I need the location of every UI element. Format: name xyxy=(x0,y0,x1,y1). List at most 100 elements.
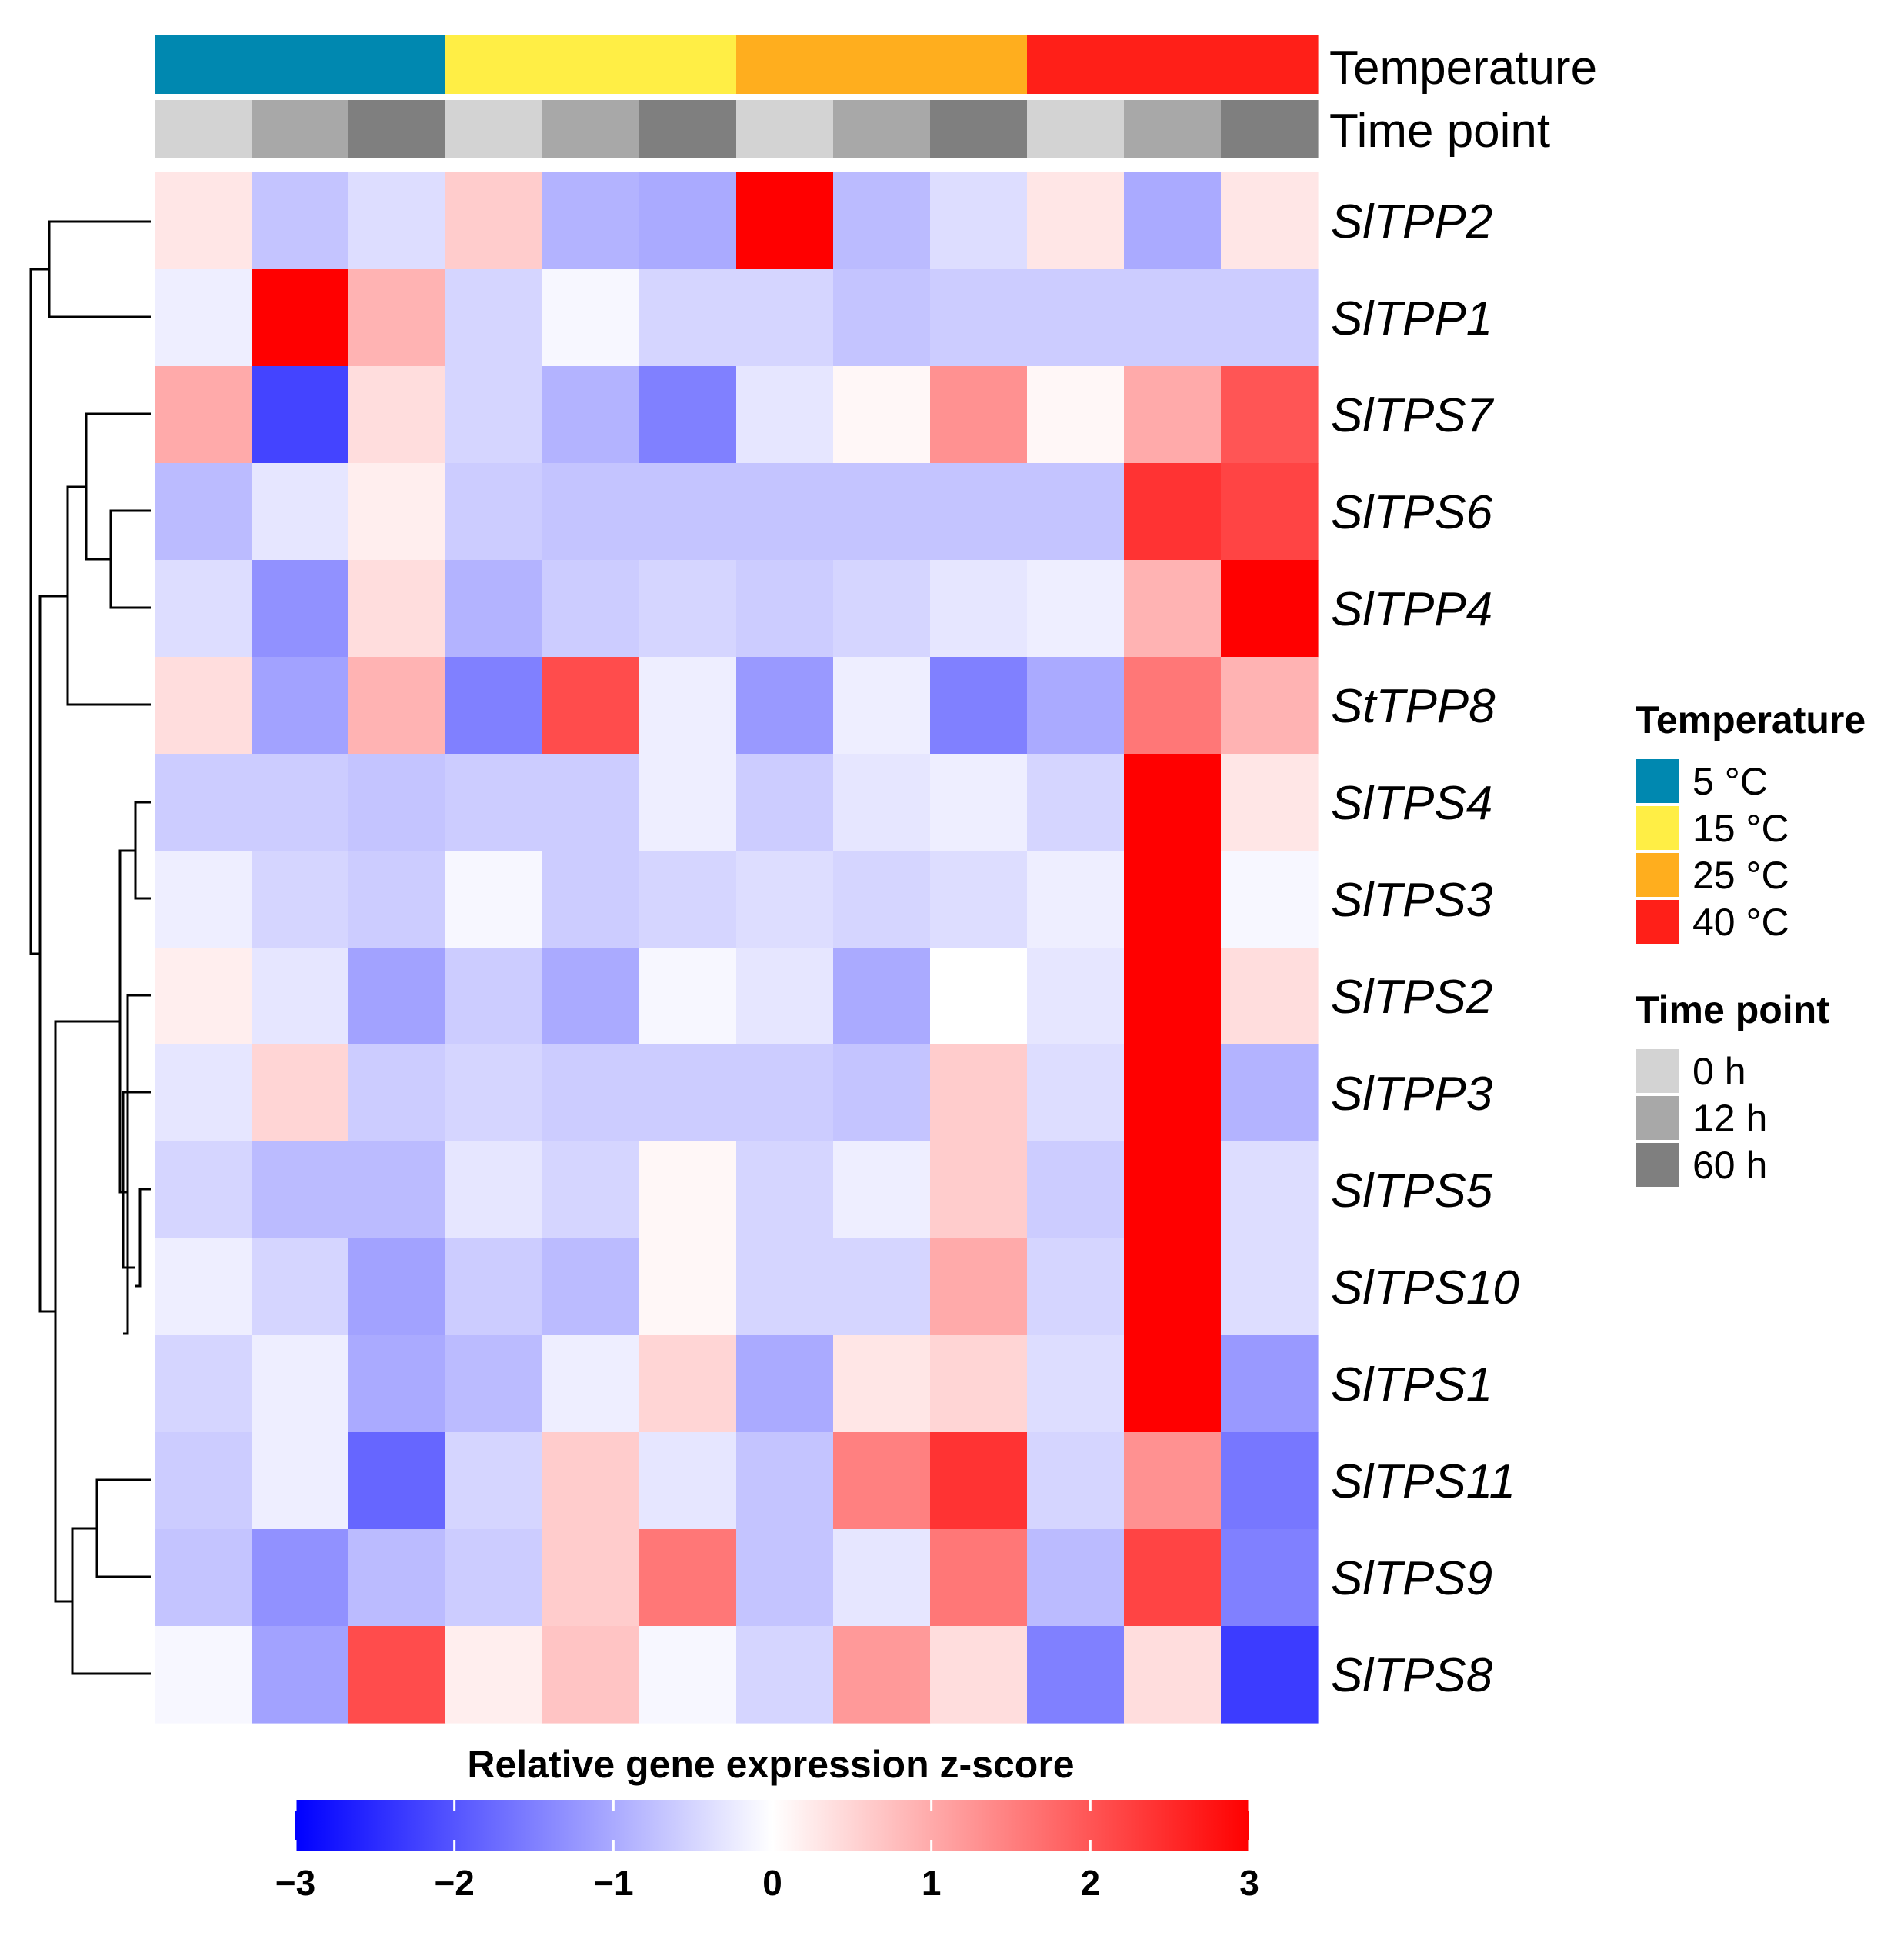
row-label: SlTPS9 xyxy=(1331,1552,1492,1605)
heatmap-cell xyxy=(155,1626,252,1724)
dendrogram-branch xyxy=(123,994,151,1335)
heatmap-cell xyxy=(639,754,737,851)
row-label: SlTPP3 xyxy=(1331,1068,1492,1121)
row-label: SlTPS3 xyxy=(1331,874,1492,927)
heatmap-cell xyxy=(542,1529,640,1627)
row-label: StTPP8 xyxy=(1331,680,1496,733)
heatmap-cell xyxy=(348,1626,446,1724)
time-point-legend-title: Time point xyxy=(1636,988,1829,1031)
time-point-annotation-cell xyxy=(445,100,543,158)
heatmap-cell xyxy=(930,560,1028,658)
dendrogram-branch xyxy=(48,220,151,318)
time-point-annotation-cell xyxy=(348,100,446,158)
heatmap-cell xyxy=(542,657,640,755)
heatmap-cell xyxy=(639,560,737,658)
dendrogram-branch xyxy=(122,1091,151,1269)
heatmap-cell xyxy=(1027,851,1125,948)
heatmap-cell xyxy=(930,657,1028,755)
heatmap-cell xyxy=(445,560,543,658)
heatmap-cell xyxy=(1124,269,1222,367)
time-point-legend: Time point 0 h12 h60 h xyxy=(1636,988,1829,1187)
time-point-legend-label: 60 h xyxy=(1692,1144,1767,1187)
heatmap-cell xyxy=(445,1432,543,1530)
heatmap-cell xyxy=(1124,172,1222,270)
heatmap-cell xyxy=(155,366,252,464)
colorbar-title: Relative gene expression z-score xyxy=(467,1743,1074,1786)
heatmap-cell xyxy=(833,1141,931,1239)
heatmap-cell xyxy=(736,1335,834,1433)
heatmap-cell xyxy=(833,366,931,464)
time-point-legend-swatch xyxy=(1636,1096,1679,1140)
row-label: SlTPS10 xyxy=(1331,1261,1519,1314)
temperature-annotation-cell xyxy=(639,35,737,94)
heatmap-cell xyxy=(348,1529,446,1627)
heatmap-cell xyxy=(252,1141,349,1239)
heatmap-cell xyxy=(252,269,349,367)
heatmap-cell xyxy=(833,172,931,270)
heatmap-cell xyxy=(542,366,640,464)
heatmap-cell xyxy=(1221,269,1319,367)
time-point-annotation-cell xyxy=(833,100,931,158)
heatmap-cell xyxy=(639,463,737,561)
heatmap-cell xyxy=(1221,1141,1319,1239)
dendrogram-branch xyxy=(29,268,49,955)
heatmap-cell xyxy=(445,1238,543,1336)
heatmap-cell xyxy=(833,851,931,948)
heatmap-cell xyxy=(736,1432,834,1530)
heatmap-cell xyxy=(445,754,543,851)
heatmap-cell xyxy=(1221,1335,1319,1433)
heatmap-cell xyxy=(252,1529,349,1627)
heatmap-cell xyxy=(736,754,834,851)
heatmap-cell xyxy=(930,1044,1028,1142)
heatmap-cell xyxy=(1027,366,1125,464)
heatmap-cell xyxy=(155,1238,252,1336)
heatmap-cell xyxy=(1124,1432,1222,1530)
temperature-annotation-cell xyxy=(1221,35,1319,94)
heatmap-cell xyxy=(542,560,640,658)
heatmap-cell xyxy=(348,754,446,851)
heatmap-cell xyxy=(1221,560,1319,658)
heatmap-cell xyxy=(1221,1432,1319,1530)
heatmap-cell xyxy=(1124,754,1222,851)
colorbar-tick-label: −3 xyxy=(275,1863,315,1903)
temperature-legend: Temperature 5 °C15 °C25 °C40 °C xyxy=(1636,698,1866,944)
time-point-annotation-cell xyxy=(1027,100,1125,158)
heatmap-cell xyxy=(542,754,640,851)
heatmap-cell xyxy=(445,1335,543,1433)
heatmap-cell xyxy=(1027,1335,1125,1433)
row-label: SlTPP4 xyxy=(1331,583,1492,636)
heatmap-cell xyxy=(639,1141,737,1239)
heatmap-cell xyxy=(155,1141,252,1239)
heatmap-cell xyxy=(1027,948,1125,1045)
dendrogram-branch xyxy=(71,1527,151,1675)
heatmap-cell xyxy=(833,1529,931,1627)
heatmap-cell xyxy=(1221,1626,1319,1724)
heatmap-cell xyxy=(833,1044,931,1142)
heatmap-cell xyxy=(1124,1529,1222,1627)
time-point-annotation-cell xyxy=(155,100,252,158)
heatmap-cell xyxy=(445,1044,543,1142)
colorbar-tick-label: 3 xyxy=(1239,1863,1259,1903)
heatmap-cell xyxy=(639,1626,737,1724)
heatmap-cell xyxy=(542,1044,640,1142)
heatmap-cell xyxy=(445,1141,543,1239)
temperature-legend-label: 40 °C xyxy=(1692,901,1789,944)
heatmap-cell xyxy=(930,366,1028,464)
time-point-annotation-cell xyxy=(1221,100,1319,158)
row-label: SlTPS5 xyxy=(1331,1164,1493,1218)
heatmap-cell xyxy=(542,172,640,270)
heatmap-cell xyxy=(736,560,834,658)
heatmap-cell xyxy=(930,269,1028,367)
dendrogram-branch xyxy=(135,1188,151,1288)
heatmap-cell xyxy=(1027,657,1125,755)
time-point-annotation-cell xyxy=(930,100,1028,158)
time-point-annotation-cell xyxy=(736,100,834,158)
heatmap-cell xyxy=(252,1238,349,1336)
heatmap-cell xyxy=(736,851,834,948)
heatmap-cell xyxy=(348,1335,446,1433)
heatmap-cell xyxy=(252,1432,349,1530)
heatmap-cell xyxy=(542,1626,640,1724)
heatmap-cell xyxy=(736,948,834,1045)
temperature-annotation-cell xyxy=(348,35,446,94)
